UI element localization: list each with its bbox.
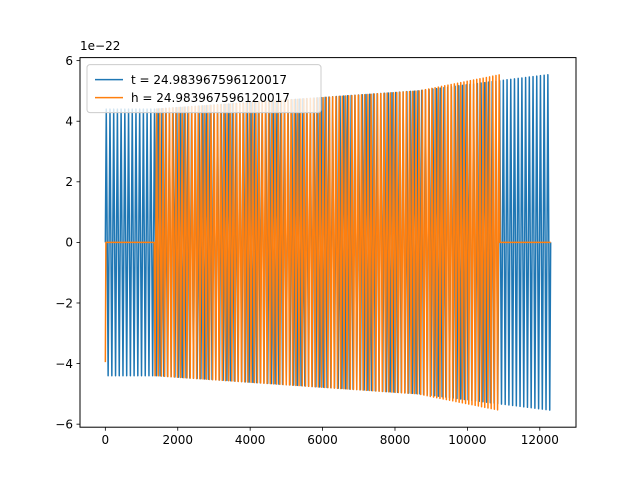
x-tick-label: 10000: [448, 433, 486, 447]
y-tick-label: 6: [65, 54, 73, 68]
y-tick-label: −4: [55, 357, 73, 371]
x-tick-label: 2000: [162, 433, 193, 447]
plot-frame: [79, 57, 577, 428]
y-tick-label: 4: [65, 115, 73, 129]
y-tick-label: −6: [55, 417, 73, 431]
x-tick-label: 0: [102, 433, 110, 447]
x-tick-label: 6000: [307, 433, 338, 447]
x-tick-label: 4000: [235, 433, 266, 447]
legend-label: t = 24.983967596120017: [131, 73, 287, 87]
y-tick-label: 0: [65, 236, 73, 250]
legend-label: h = 24.983967596120017: [131, 91, 290, 105]
y-scale-label: 1e−22: [80, 39, 120, 53]
series-layer: [104, 73, 552, 411]
y-tick-label: −2: [55, 296, 73, 310]
x-tick-label: 12000: [521, 433, 559, 447]
series-line-1: [104, 74, 551, 411]
legend: t = 24.983967596120017 h = 24.98396759612…: [86, 64, 322, 114]
ticks-layer: 0 2000 4000 6000 8000 10000 12000 −6 −4 −2 0 2 4 6: [55, 54, 559, 447]
legend-box: [86, 64, 322, 114]
y-tick-label: 2: [65, 175, 73, 189]
x-tick-label: 8000: [380, 433, 411, 447]
